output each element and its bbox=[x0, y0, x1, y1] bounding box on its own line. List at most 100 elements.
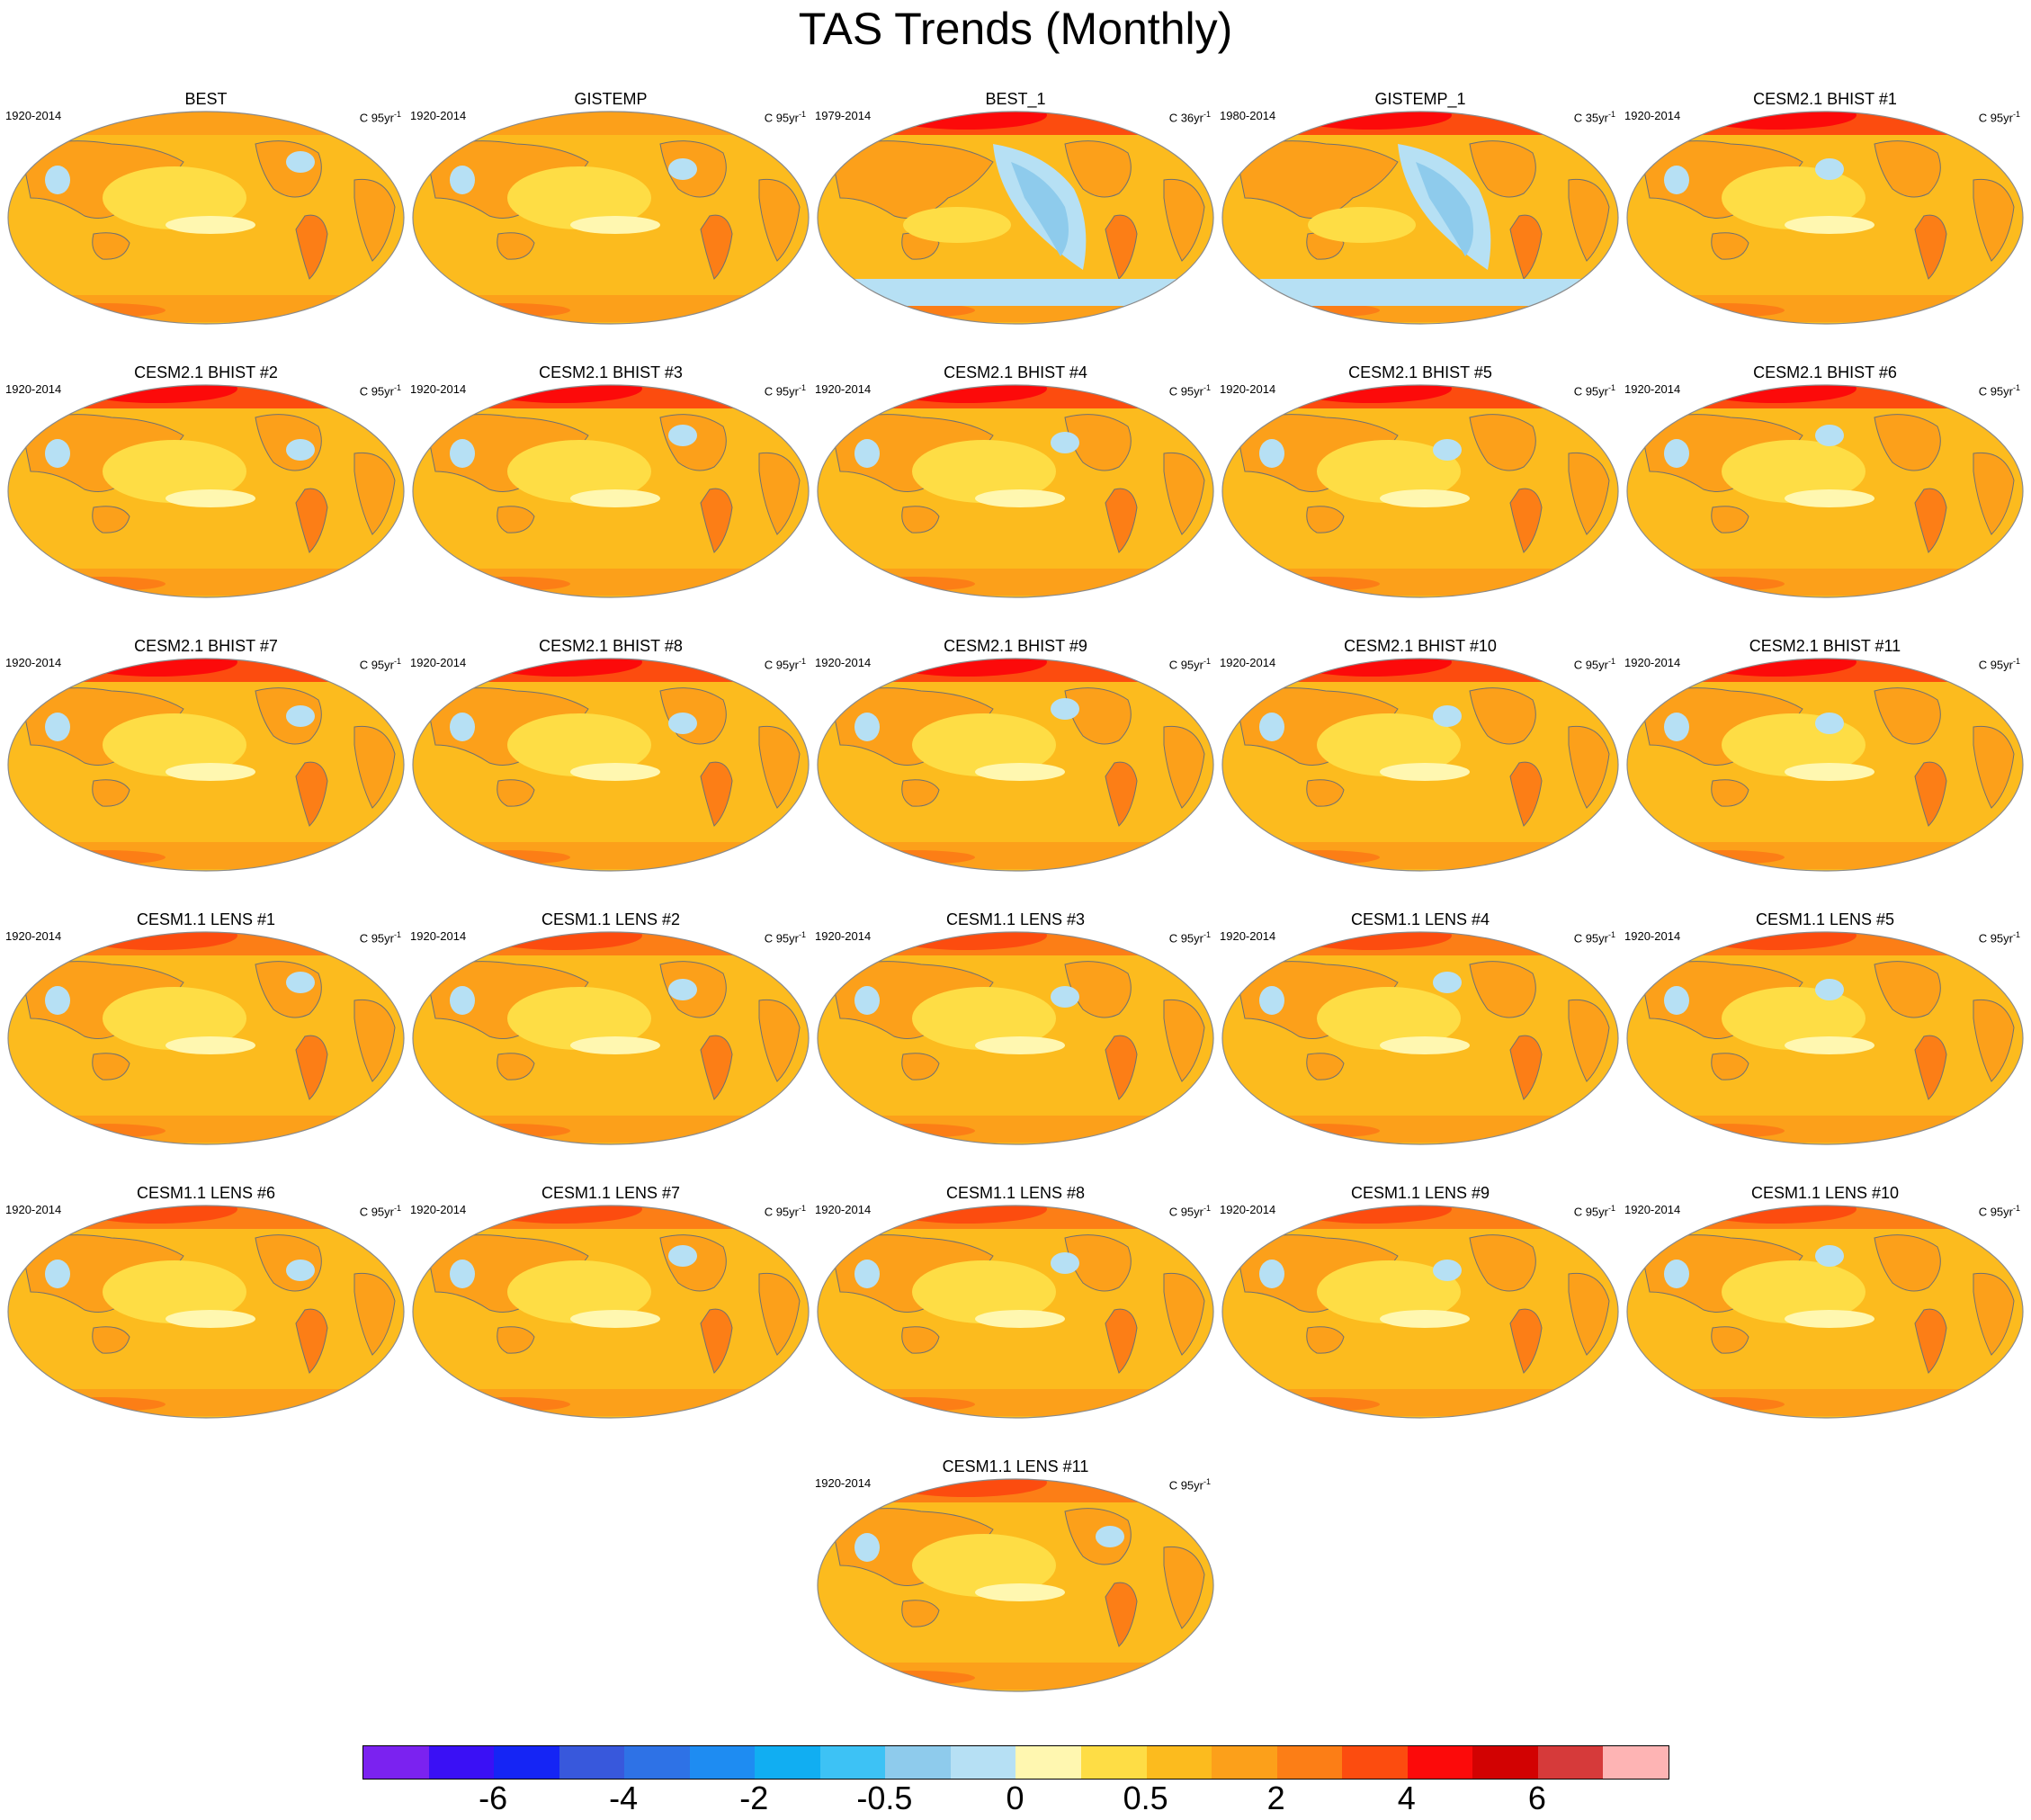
map-projection bbox=[1221, 931, 1619, 1145]
pale-patch bbox=[1308, 207, 1416, 243]
asia-cooling-spot bbox=[1664, 166, 1689, 194]
southern-warm-patch bbox=[1254, 1124, 1380, 1138]
north-america-land bbox=[1469, 414, 1536, 471]
panel-period: 1920-2014 bbox=[5, 929, 62, 943]
south-america-land bbox=[1105, 1582, 1138, 1647]
pacific-pale-patch bbox=[103, 1260, 246, 1323]
panel-title: CESM2.1 BHIST #11 bbox=[1749, 637, 1901, 655]
map-projection bbox=[1626, 658, 2024, 872]
australia-land bbox=[1711, 232, 1749, 260]
panel-title: CESM1.1 LENS #1 bbox=[136, 910, 276, 928]
southern-warm-patch bbox=[1659, 1397, 1785, 1412]
map-outline bbox=[7, 931, 405, 1145]
panel-period: 1920-2014 bbox=[410, 1203, 467, 1216]
map-panel: CESM2.1 BHIST #1 1920-2014 C 95yr-1 bbox=[1623, 90, 2027, 360]
panel-title: CESM1.1 LENS #8 bbox=[945, 1184, 1086, 1202]
panel-units: C 35yr-1 bbox=[1573, 110, 1615, 125]
map-panel: GISTEMP 1920-2014 C 95yr-1 bbox=[408, 90, 813, 360]
australia-land bbox=[1711, 779, 1749, 807]
panel-period: 1980-2014 bbox=[1220, 109, 1276, 122]
map-panel: CESM1.1 LENS #8 1920-2014 C 95yr-1 bbox=[813, 1184, 1218, 1454]
asia-cooling-spot bbox=[1259, 986, 1284, 1015]
equatorial-pale-band bbox=[975, 1310, 1065, 1328]
australia-land bbox=[92, 779, 130, 807]
equatorial-pale-band bbox=[570, 1310, 660, 1328]
panel-title: CESM2.1 BHIST #7 bbox=[134, 637, 278, 655]
asia-cooling-spot bbox=[1664, 986, 1689, 1015]
south-america-land bbox=[700, 214, 733, 280]
africa-land bbox=[1163, 725, 1205, 809]
map-projection bbox=[817, 1478, 1214, 1692]
southern-band bbox=[1627, 569, 2023, 596]
south-america-land bbox=[1105, 1308, 1138, 1374]
africa-land bbox=[1973, 178, 2015, 262]
pacific-pale-patch bbox=[507, 713, 651, 776]
southern-warm-patch bbox=[444, 303, 570, 318]
equatorial-pale-band bbox=[1785, 489, 1874, 507]
panel-units: C 95yr-1 bbox=[764, 657, 806, 672]
map-projection bbox=[817, 111, 1214, 325]
asia-cooling-spot bbox=[45, 439, 70, 468]
equatorial-pale-band bbox=[1785, 1310, 1874, 1328]
southern-warm-patch bbox=[1254, 577, 1380, 591]
asia-cooling-spot bbox=[854, 1260, 880, 1288]
south-america-land bbox=[1105, 1035, 1138, 1100]
colorbar-tick-label: 2 bbox=[1266, 1780, 1285, 1816]
panel-period: 1920-2014 bbox=[5, 1203, 62, 1216]
cooling-spot bbox=[1051, 986, 1079, 1008]
equatorial-pale-band bbox=[570, 489, 660, 507]
colorbar-segment bbox=[624, 1746, 690, 1779]
asia-cooling-spot bbox=[45, 713, 70, 741]
cooling-spot bbox=[286, 1260, 315, 1281]
colorbar-tick-label: 6 bbox=[1527, 1780, 1546, 1816]
colorbar bbox=[362, 1745, 1669, 1780]
map-panel: CESM2.1 BHIST #5 1920-2014 C 95yr-1 bbox=[1218, 363, 1623, 633]
colorbar-segment bbox=[428, 1746, 495, 1779]
panel-title: CESM1.1 LENS #5 bbox=[1755, 910, 1895, 928]
colorbar-segment bbox=[819, 1746, 886, 1779]
equatorial-pale-band bbox=[166, 489, 255, 507]
southern-band bbox=[818, 1663, 1213, 1690]
panel-title: CESM1.1 LENS #2 bbox=[541, 910, 681, 928]
australia-land bbox=[901, 779, 940, 807]
panel-period: 1920-2014 bbox=[410, 109, 467, 122]
africa-land bbox=[353, 1272, 396, 1356]
southern-warm-patch bbox=[40, 1397, 166, 1412]
africa-land bbox=[1973, 1272, 2015, 1356]
panel-title: CESM1.1 LENS #3 bbox=[945, 910, 1086, 928]
panel-title: GISTEMP_1 bbox=[1374, 90, 1466, 108]
australia-land bbox=[901, 1600, 940, 1627]
map-outline bbox=[412, 384, 810, 598]
map-panel: CESM1.1 LENS #5 1920-2014 C 95yr-1 bbox=[1623, 910, 2027, 1180]
panel-period: 1920-2014 bbox=[410, 382, 467, 396]
equatorial-pale-band bbox=[1380, 763, 1470, 781]
map-projection bbox=[412, 384, 810, 598]
cooling-spot bbox=[668, 713, 697, 734]
panel-units: C 95yr-1 bbox=[764, 1204, 806, 1219]
arctic-band bbox=[413, 112, 809, 135]
southern-band bbox=[1222, 1116, 1618, 1143]
colorbar-segment bbox=[885, 1746, 951, 1779]
north-america-land bbox=[1064, 1234, 1132, 1292]
africa-land bbox=[1568, 452, 1610, 535]
panel-title: CESM2.1 BHIST #5 bbox=[1348, 363, 1492, 381]
south-america-land bbox=[295, 214, 328, 280]
pacific-pale-patch bbox=[507, 440, 651, 503]
southern-band bbox=[413, 1116, 809, 1143]
southern-band bbox=[413, 1389, 809, 1416]
asia-cooling-spot bbox=[450, 1260, 475, 1288]
map-projection bbox=[412, 111, 810, 325]
map-panel: GISTEMP_1 1980-2014 C 35yr-1 bbox=[1218, 90, 1623, 360]
australia-land bbox=[92, 506, 130, 533]
panel-units: C 95yr-1 bbox=[1573, 657, 1615, 672]
southern-band bbox=[1222, 1389, 1618, 1416]
panel-period: 1920-2014 bbox=[1220, 929, 1276, 943]
colorbar-segment bbox=[1212, 1746, 1277, 1779]
map-projection bbox=[1221, 1205, 1619, 1419]
asia-cooling-spot bbox=[450, 713, 475, 741]
eurasia-land bbox=[830, 140, 994, 219]
australia-land bbox=[497, 232, 535, 260]
colorbar-tick-label: -6 bbox=[479, 1780, 508, 1816]
southern-warm-patch bbox=[444, 1397, 570, 1412]
cooling-spot bbox=[1433, 705, 1462, 727]
